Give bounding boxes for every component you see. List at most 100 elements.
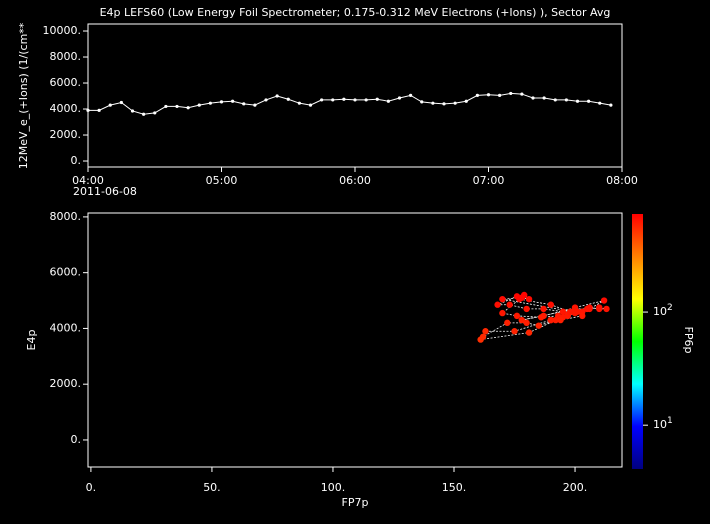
y-tick-label: 2000. xyxy=(50,128,82,141)
data-point xyxy=(609,103,613,107)
colorbar-tick-label: 102 xyxy=(653,303,673,319)
data-point xyxy=(119,100,123,105)
x-tick-label: 04:00 xyxy=(72,174,104,187)
y-tick-label: 2000. xyxy=(50,377,82,390)
data-point xyxy=(564,98,568,102)
y-tick-label: 4000. xyxy=(50,321,82,334)
data-point xyxy=(342,97,346,101)
data-point xyxy=(542,96,546,100)
data-point xyxy=(525,329,533,336)
data-point xyxy=(523,305,530,313)
y-tick-label: 0. xyxy=(71,433,82,446)
y-tick-label: 6000. xyxy=(50,266,82,279)
data-point xyxy=(537,314,545,321)
x-tick-label: 100. xyxy=(321,481,346,494)
x-tick-label: 200. xyxy=(563,481,588,494)
date-label: 2011-06-08 xyxy=(73,185,137,198)
data-point xyxy=(494,301,501,308)
plot-frame xyxy=(87,23,623,168)
data-point xyxy=(574,308,581,315)
data-point xyxy=(286,97,290,101)
data-point xyxy=(600,297,608,304)
data-point xyxy=(453,101,457,105)
chart-title: E4p LEFS60 (Low Energy Foil Spectrometer… xyxy=(100,6,611,19)
data-point xyxy=(86,108,90,112)
data-point xyxy=(331,98,335,102)
x-axis-label: FP7p xyxy=(342,496,369,509)
data-point xyxy=(142,112,146,116)
data-point xyxy=(442,102,446,106)
x-tick-label: 08:00 xyxy=(606,174,638,187)
data-point xyxy=(513,293,521,300)
data-point xyxy=(420,100,424,104)
data-point xyxy=(575,99,580,103)
data-point xyxy=(559,308,567,315)
data-point xyxy=(479,333,487,340)
data-point xyxy=(186,106,190,110)
data-point xyxy=(375,97,379,101)
data-point xyxy=(540,305,547,313)
data-point xyxy=(431,101,435,105)
data-point xyxy=(520,92,524,96)
data-point xyxy=(130,109,135,113)
data-point xyxy=(509,91,513,96)
data-point xyxy=(553,98,557,102)
data-point xyxy=(504,319,511,327)
data-point xyxy=(219,100,224,104)
x-tick-label: 0. xyxy=(86,481,97,494)
y-tick-label: 8000. xyxy=(50,50,82,63)
data-point xyxy=(97,108,101,112)
data-point xyxy=(506,301,513,308)
data-point xyxy=(499,295,506,303)
data-point xyxy=(547,301,555,308)
data-point xyxy=(587,99,591,103)
data-point xyxy=(297,101,301,105)
y-tick-label: 10000. xyxy=(43,24,82,37)
data-point xyxy=(598,101,602,105)
x-tick-label: 07:00 xyxy=(473,174,505,187)
data-point xyxy=(175,104,179,109)
data-point xyxy=(525,295,533,303)
data-point xyxy=(523,319,530,327)
data-point xyxy=(486,93,491,97)
x-tick-label: 50. xyxy=(203,481,221,494)
data-point xyxy=(364,98,368,102)
colorbar-tick-label: 101 xyxy=(653,416,673,432)
y-axis-label: E4p xyxy=(25,330,38,351)
data-point xyxy=(498,93,502,97)
data-point xyxy=(464,99,468,103)
data-point xyxy=(499,309,506,317)
x-tick-label: 05:00 xyxy=(206,174,238,187)
data-point xyxy=(531,96,535,100)
y-tick-label: 0. xyxy=(71,154,82,167)
connector-line xyxy=(479,294,607,341)
data-point xyxy=(353,98,357,102)
data-point xyxy=(320,98,324,102)
colorbar xyxy=(632,214,643,469)
data-point xyxy=(513,312,521,320)
data-point xyxy=(264,98,268,102)
data-point xyxy=(275,94,279,98)
data-point xyxy=(596,305,603,313)
data-point xyxy=(164,104,168,109)
plot-frame xyxy=(87,212,623,468)
data-point xyxy=(208,101,212,105)
x-tick-label: 150. xyxy=(442,481,467,494)
data-point xyxy=(557,316,564,324)
y-tick-label: 6000. xyxy=(50,76,82,89)
data-point xyxy=(397,96,402,100)
data-point xyxy=(253,103,257,107)
data-point xyxy=(308,103,313,107)
data-line xyxy=(88,92,611,115)
data-point xyxy=(586,304,593,311)
y-axis-label: 12MeV_e_(+Ions) (1/(cm** xyxy=(17,22,30,169)
data-point xyxy=(242,102,246,106)
data-point xyxy=(231,99,235,103)
colorbar-label: FP6p xyxy=(682,327,695,354)
data-point xyxy=(197,103,201,107)
data-point xyxy=(518,316,525,324)
data-point xyxy=(482,328,489,335)
data-point xyxy=(153,111,157,115)
